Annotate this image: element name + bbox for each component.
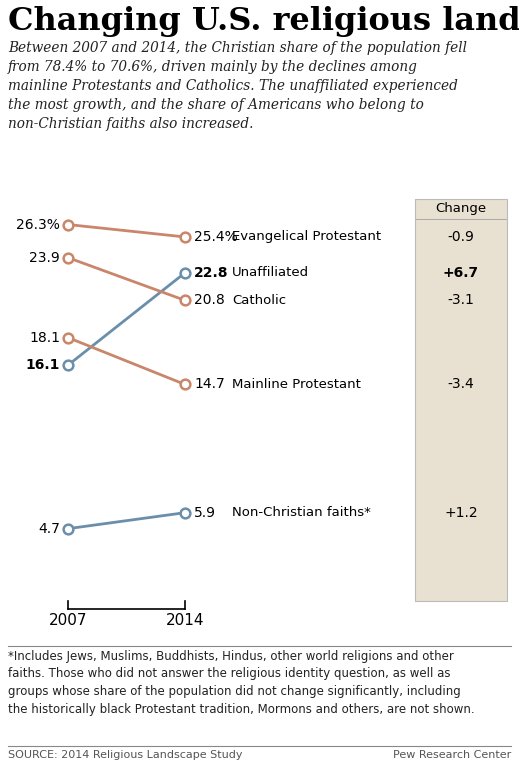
Text: Changing U.S. religious landscape: Changing U.S. religious landscape <box>8 6 519 37</box>
Text: 20.8: 20.8 <box>194 293 225 307</box>
Text: 22.8: 22.8 <box>194 266 228 280</box>
Text: 26.3%: 26.3% <box>16 217 60 231</box>
Text: -3.1: -3.1 <box>447 293 474 307</box>
Text: 4.7: 4.7 <box>38 521 60 535</box>
Text: Change: Change <box>435 202 487 215</box>
Text: -0.9: -0.9 <box>447 230 474 244</box>
Bar <box>415 199 507 601</box>
Text: Pew Research Center: Pew Research Center <box>393 750 511 760</box>
Text: 14.7: 14.7 <box>194 377 225 391</box>
Text: SOURCE: 2014 Religious Landscape Study: SOURCE: 2014 Religious Landscape Study <box>8 750 242 760</box>
Text: *Includes Jews, Muslims, Buddhists, Hindus, other world religions and other
fait: *Includes Jews, Muslims, Buddhists, Hind… <box>8 650 474 715</box>
Text: Evangelical Protestant: Evangelical Protestant <box>232 230 381 244</box>
Text: +1.2: +1.2 <box>444 506 478 520</box>
Text: Non-Christian faiths*: Non-Christian faiths* <box>232 506 371 519</box>
Text: Unaffiliated: Unaffiliated <box>232 266 309 279</box>
Text: 2007: 2007 <box>49 613 87 628</box>
Text: Between 2007 and 2014, the Christian share of the population fell
from 78.4% to : Between 2007 and 2014, the Christian sha… <box>8 41 467 131</box>
Text: 23.9: 23.9 <box>29 251 60 265</box>
Text: -3.4: -3.4 <box>447 377 474 391</box>
Text: 25.4%: 25.4% <box>194 230 238 244</box>
Text: 5.9: 5.9 <box>194 506 216 520</box>
Text: Catholic: Catholic <box>232 294 286 307</box>
Text: 2014: 2014 <box>166 613 204 628</box>
Text: Mainline Protestant: Mainline Protestant <box>232 378 361 391</box>
Text: 18.1: 18.1 <box>29 331 60 345</box>
Text: +6.7: +6.7 <box>443 266 479 280</box>
Text: 16.1: 16.1 <box>25 359 60 372</box>
